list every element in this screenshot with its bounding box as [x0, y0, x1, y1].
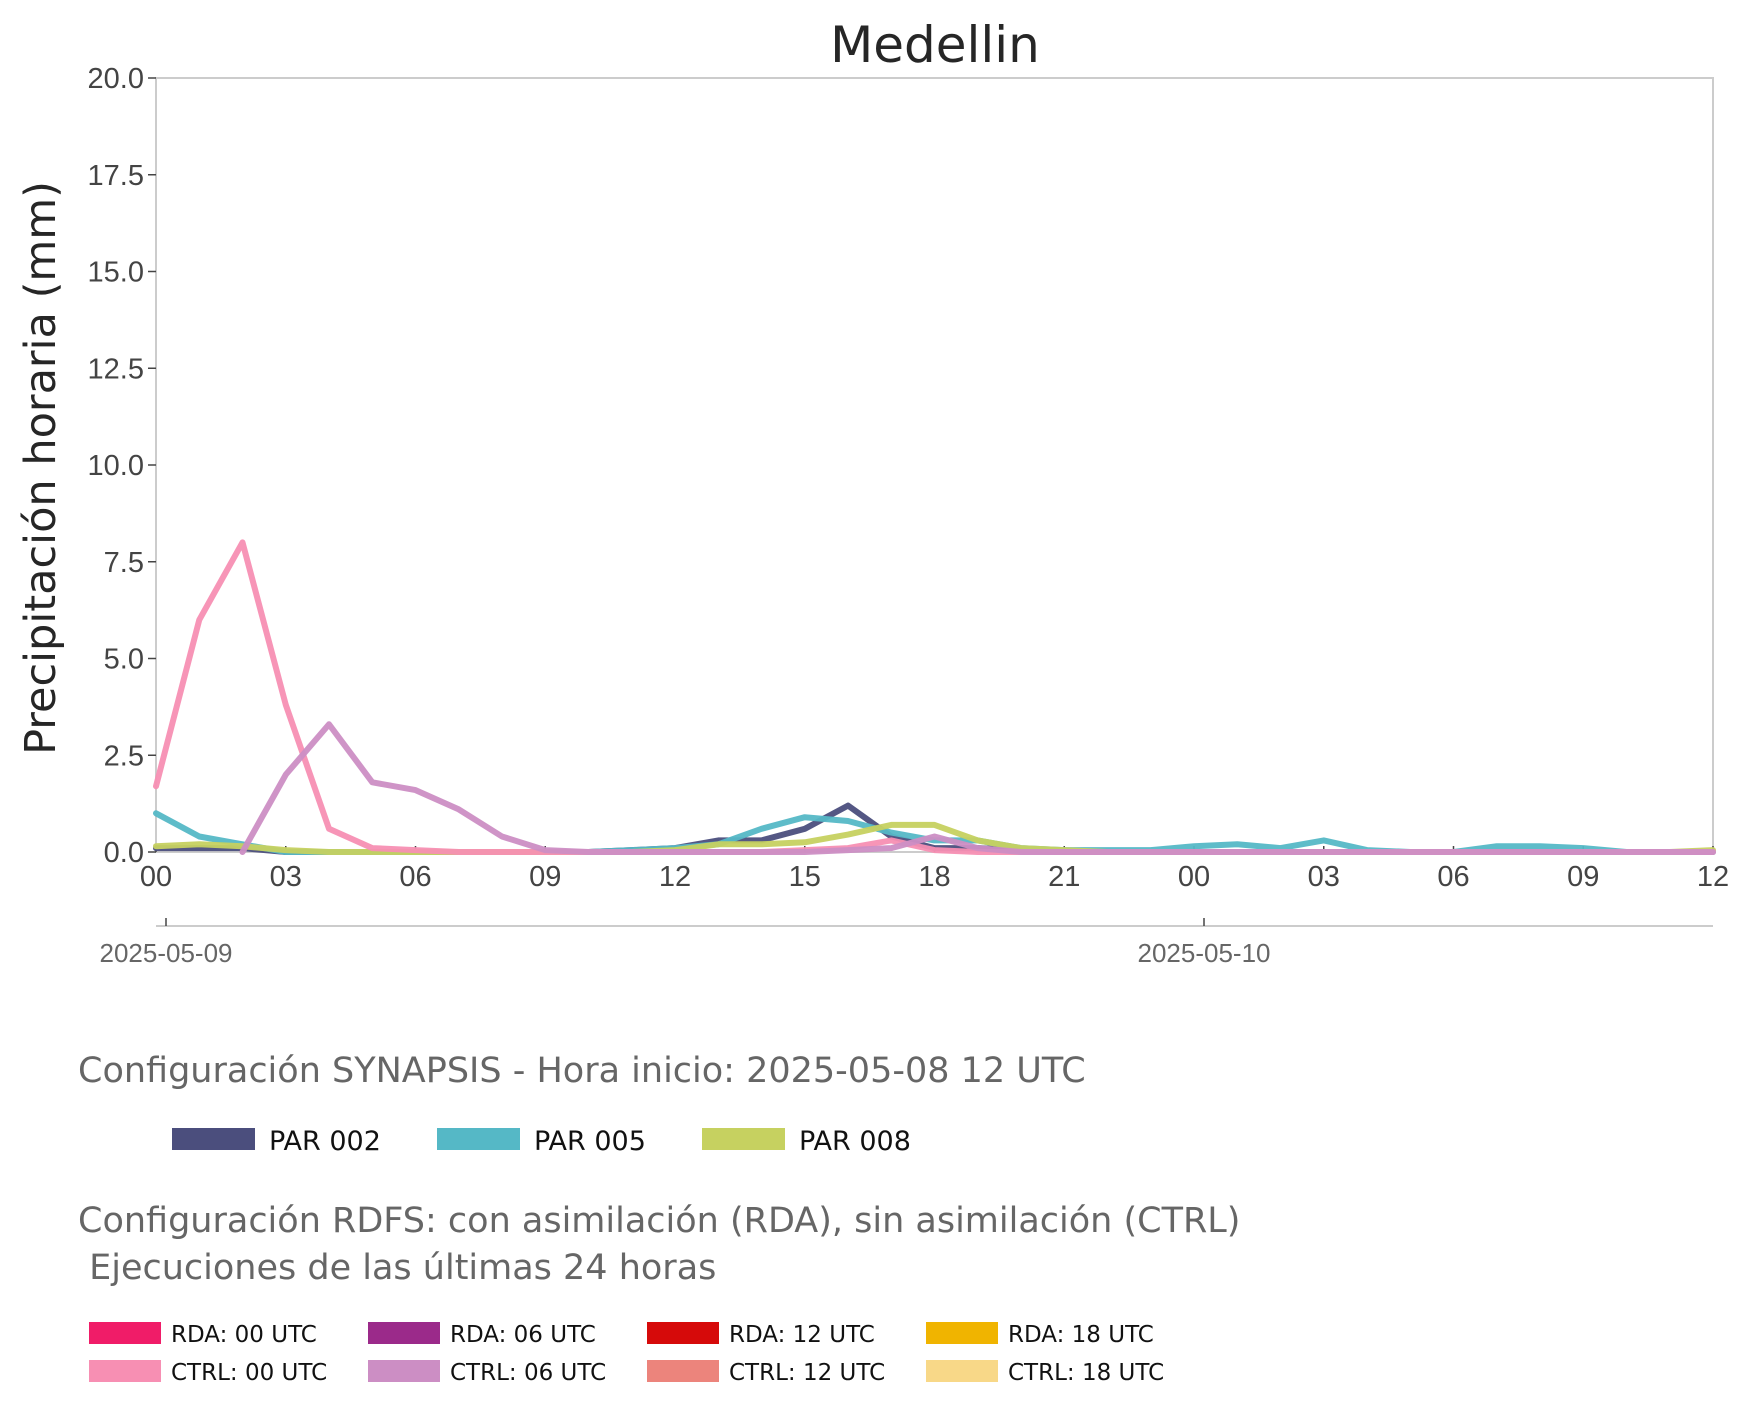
- legend-swatch: [926, 1360, 998, 1382]
- legend-label: CTRL: 06 UTC: [450, 1360, 606, 1386]
- synapsis-legend: PAR 002 PAR 005 PAR 008: [172, 1126, 911, 1157]
- series-line-par-002: [153, 802, 1716, 855]
- legend-label: RDA: 06 UTC: [450, 1322, 596, 1348]
- y-tick-label: 5.0: [104, 644, 144, 676]
- legend-label: CTRL: 12 UTC: [729, 1360, 885, 1386]
- x-tick-label: 00: [140, 861, 172, 893]
- legend-swatch: [437, 1128, 520, 1150]
- y-tick-label: 7.5: [104, 547, 144, 579]
- x-tick-label: 06: [1437, 861, 1469, 893]
- legend-label: PAR 008: [799, 1126, 911, 1157]
- y-tick-label: 15.0: [88, 257, 144, 289]
- legend-label: RDA: 00 UTC: [171, 1322, 317, 1348]
- plot-area: 0.0 2.5 5.0 7.5 10.0 12.5 15.0 17.5 20.0 00 03 06 09…: [88, 63, 1730, 968]
- rdfs-legend-title-line2: Ejecuciones de las últimas 24 horas: [78, 1248, 716, 1288]
- plot-frame: [155, 77, 1714, 853]
- x-tick-label: 12: [1697, 861, 1729, 893]
- series-line-ctrl-06-utc: [239, 721, 1716, 855]
- y-tick-label: 10.0: [88, 450, 144, 482]
- legend-swatch: [647, 1360, 719, 1382]
- x-tick-label: 18: [918, 861, 950, 893]
- legend-swatch: [647, 1322, 719, 1344]
- series-line-ctrl-00-utc: [153, 539, 1716, 855]
- x-tick-label: 12: [659, 861, 691, 893]
- legend-swatch: [368, 1360, 440, 1382]
- legend-label: PAR 005: [534, 1126, 646, 1157]
- synapsis-legend-title: Configuración SYNAPSIS - Hora inicio: 20…: [78, 1051, 1086, 1091]
- x-tick-label: 03: [270, 861, 302, 893]
- legend-label: PAR 002: [269, 1126, 381, 1157]
- x-tick-label: 06: [399, 861, 431, 893]
- legend-swatch: [926, 1322, 998, 1344]
- date-tick-label: 2025-05-09: [100, 938, 233, 968]
- y-tick-label: 0.0: [104, 837, 144, 869]
- legend-label: CTRL: 00 UTC: [171, 1360, 327, 1386]
- rdfs-legend: RDA: 00 UTC CTRL: 00 UTC RDA: 06 UTC CTRL: …: [89, 1322, 1164, 1386]
- x-tick-label: 21: [1048, 861, 1080, 893]
- legend-label: CTRL: 18 UTC: [1008, 1360, 1164, 1386]
- y-tick-label: 17.5: [88, 160, 144, 192]
- x-tick-label: 09: [529, 861, 561, 893]
- legend-swatch: [89, 1322, 161, 1344]
- y-axis-label: Precipitación horaria (mm): [16, 181, 66, 755]
- legend-swatch: [89, 1360, 161, 1382]
- y-tick-label: 12.5: [88, 353, 144, 385]
- y-tick-label: 20.0: [88, 63, 144, 95]
- y-tick-label: 2.5: [104, 740, 144, 772]
- legend-label: RDA: 18 UTC: [1008, 1322, 1154, 1348]
- legend-label: RDA: 12 UTC: [729, 1322, 875, 1348]
- legend-swatch: [172, 1128, 255, 1150]
- x-tick-label: 00: [1178, 861, 1210, 893]
- chart-title: Medellin: [830, 16, 1040, 74]
- x-tick-label: 03: [1308, 861, 1340, 893]
- legend-swatch: [368, 1322, 440, 1344]
- legend-swatch: [702, 1128, 785, 1150]
- x-tick-label: 09: [1567, 861, 1599, 893]
- rdfs-legend-title-line1: Configuración RDFS: con asimilación (RDA…: [78, 1201, 1240, 1241]
- date-tick-label: 2025-05-10: [1138, 938, 1271, 968]
- x-tick-label: 15: [789, 861, 821, 893]
